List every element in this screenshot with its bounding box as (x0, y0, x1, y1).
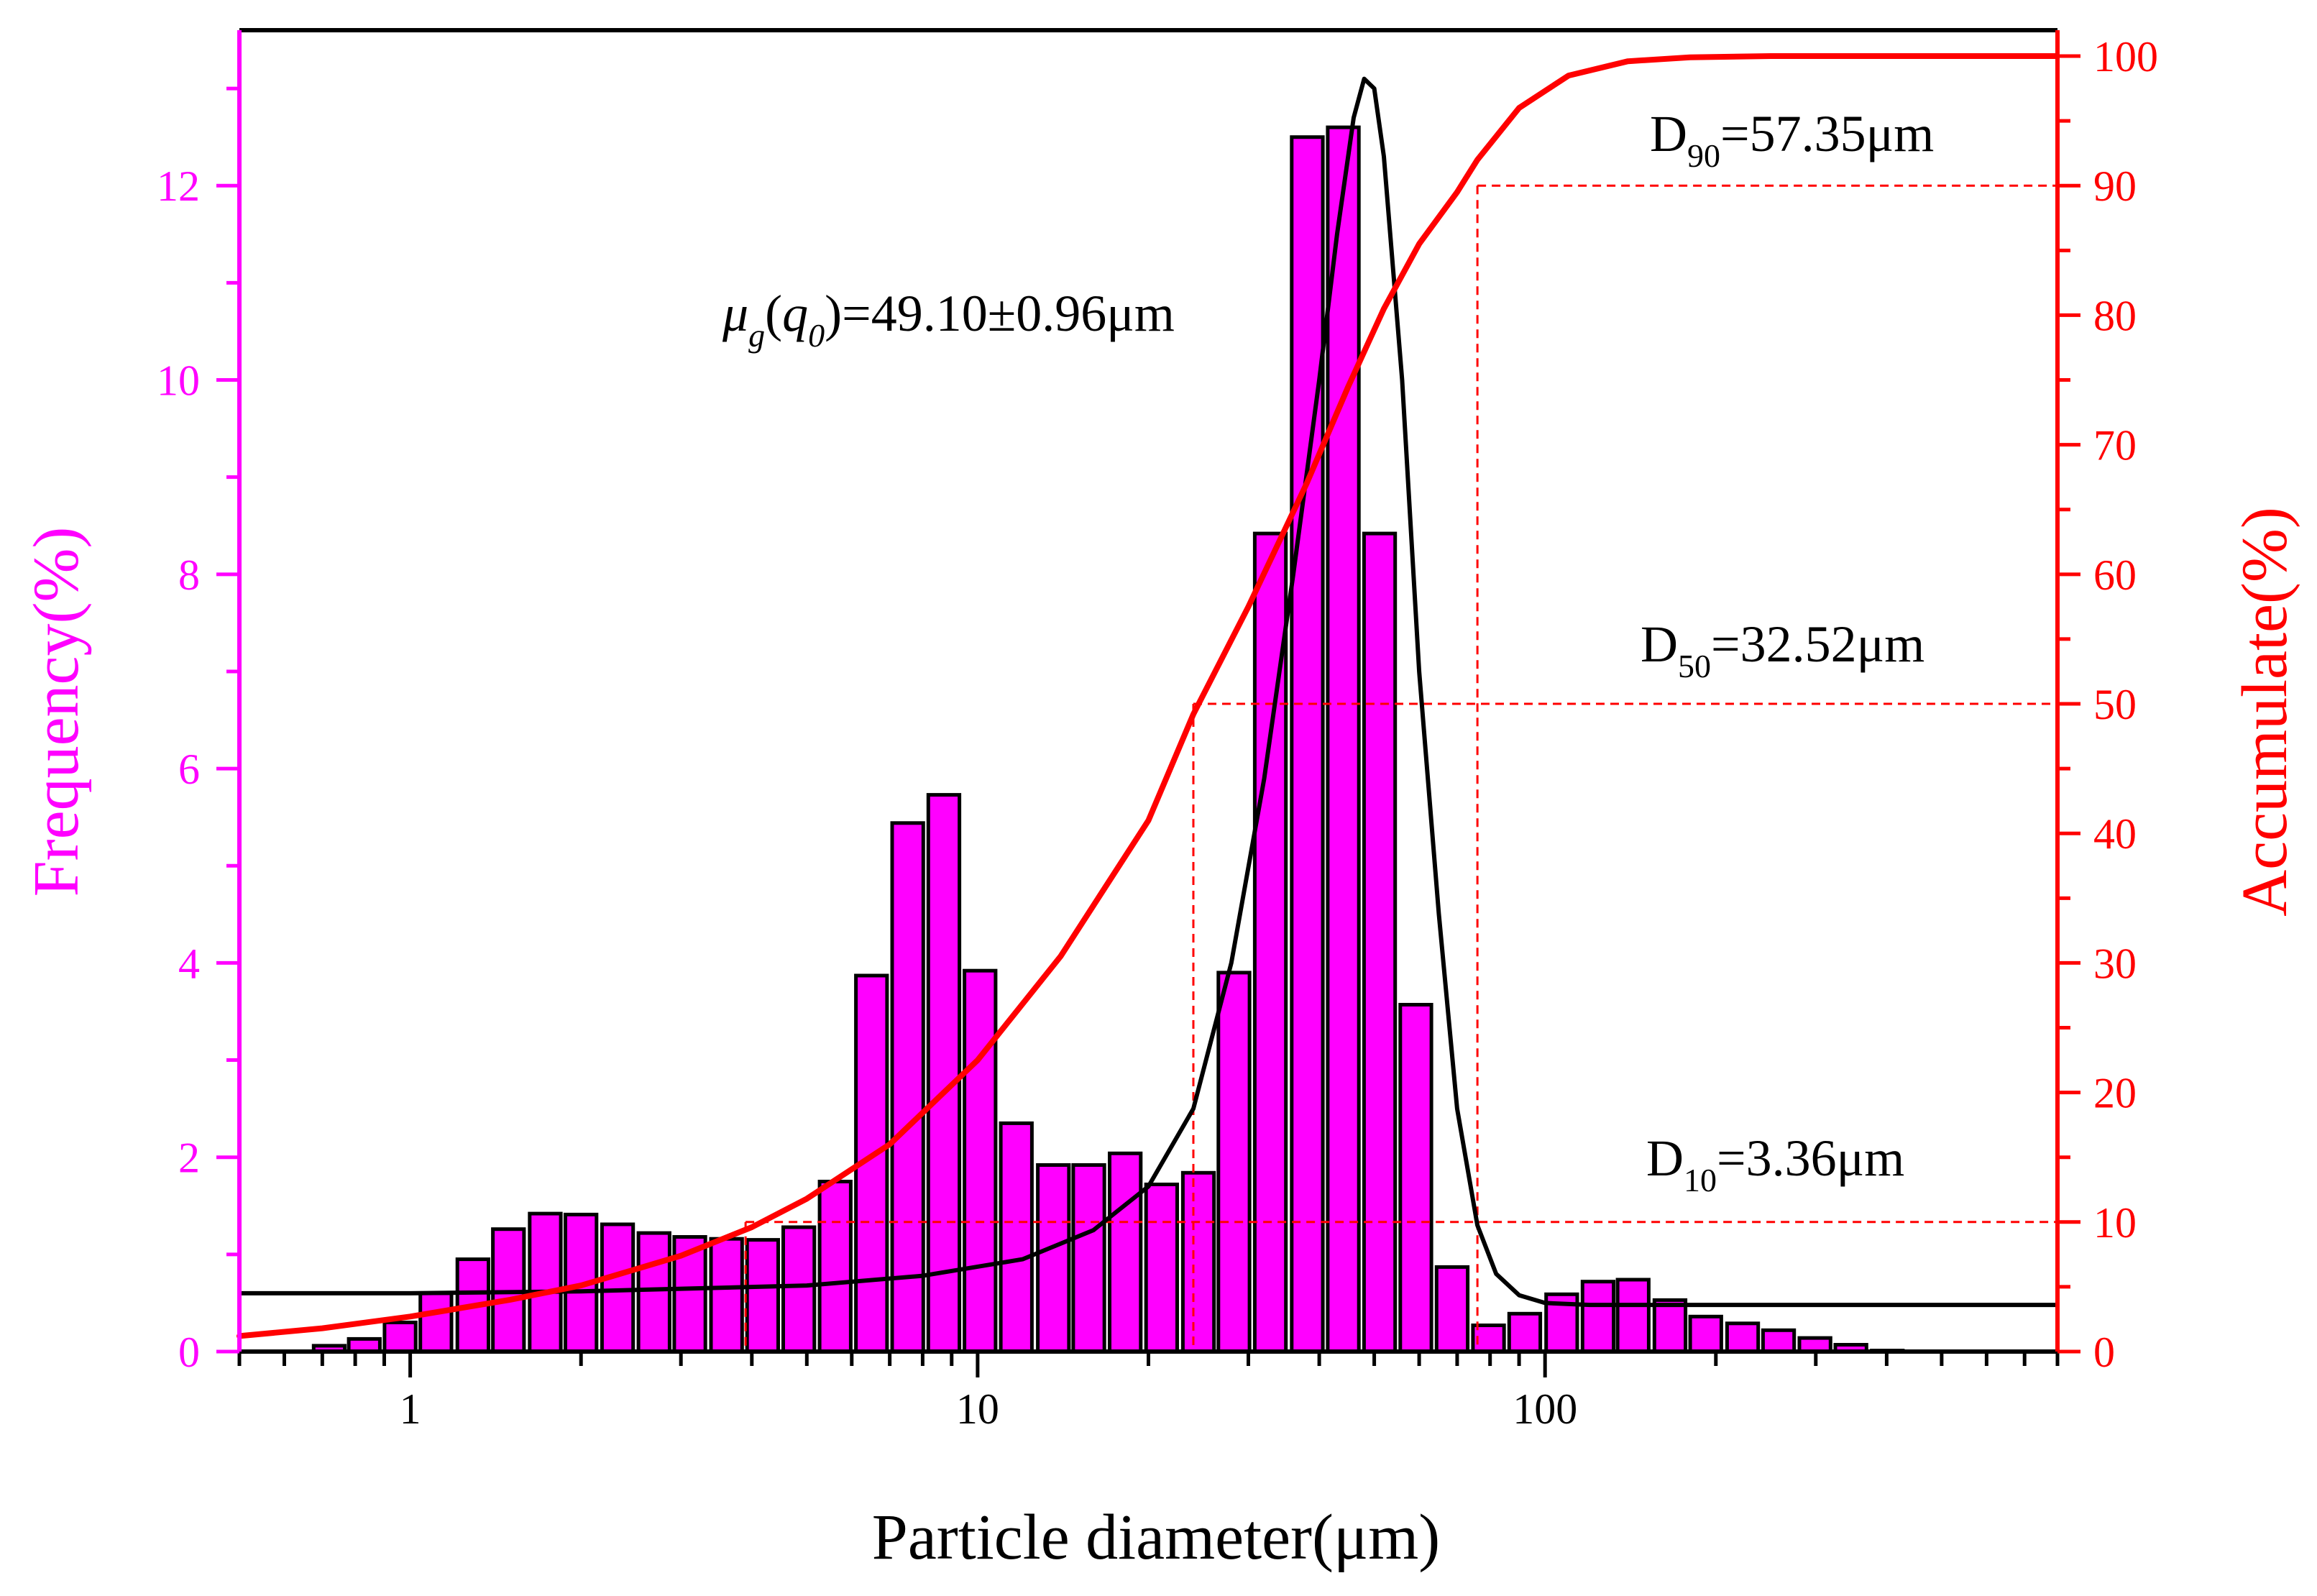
annotation-mu-sub-0: 0 (808, 317, 825, 354)
annotation-d50-main: D (1641, 615, 1678, 673)
x-tick-label: 1 (400, 1385, 421, 1433)
annotation-mu-fit: μg(q0)=49.10±0.96μm (722, 285, 1175, 354)
y-left-tick-label: 4 (178, 940, 200, 987)
frequency-bar (817, 1180, 853, 1354)
annotation-mu-symbol: μ (722, 285, 748, 342)
annotation-d10-main: D (1646, 1129, 1684, 1187)
y-left-tick-label: 12 (157, 162, 200, 210)
frequency-bar (1144, 1183, 1179, 1354)
frequency-bar (1434, 1265, 1470, 1354)
annotation-mu-paren: ( (765, 285, 782, 342)
y-right-tick-label: 10 (2093, 1199, 2137, 1247)
frequency-bar (1761, 1328, 1797, 1354)
frequency-bar (1071, 1163, 1106, 1354)
frequency-bar (1725, 1321, 1761, 1354)
frequency-bar (1507, 1311, 1543, 1354)
y-left-tick-label: 2 (178, 1134, 200, 1182)
y-right-tick-label: 70 (2093, 422, 2137, 469)
y-left-tick-label: 6 (178, 746, 200, 793)
annotation-d90-value: =57.35μm (1720, 105, 1934, 162)
y-axis-title-right: Accumulate(%) (2229, 507, 2300, 917)
series-lines (237, 53, 2060, 1339)
x-tick-label: 10 (956, 1385, 999, 1433)
annotation-d50-value: =32.52μm (1711, 615, 1924, 673)
y-right-tick-label: 60 (2093, 551, 2137, 599)
frequency-bar (418, 1291, 454, 1354)
frequency-bar (1615, 1278, 1651, 1354)
annotation-mu-sub-g: g (748, 317, 765, 354)
y-right-tick-label: 20 (2093, 1070, 2137, 1117)
y-left-tick-label: 8 (178, 551, 200, 599)
frequency-bar (999, 1121, 1034, 1354)
frequency-bar (1326, 125, 1361, 1354)
frequency-bar (1180, 1170, 1216, 1354)
annotation-d10-value: =3.36μm (1717, 1129, 1904, 1187)
frequency-bar (1688, 1314, 1723, 1354)
frequency-bar (926, 793, 962, 1354)
frequency-bar (890, 821, 925, 1354)
y-right-tick-label: 50 (2093, 681, 2137, 728)
annotation-mu-q: q (782, 285, 808, 342)
y-right-tick-label: 100 (2093, 33, 2158, 81)
frequency-bar (636, 1231, 671, 1354)
annotation-d10: D10=3.36μm (1646, 1129, 1904, 1198)
frequency-bar (1216, 971, 1252, 1354)
frequency-bar (1036, 1163, 1071, 1354)
y-left-tick-label: 10 (157, 357, 200, 405)
frequency-bar (781, 1225, 817, 1354)
annotation-d90-sub: 90 (1687, 137, 1720, 174)
x-axis-title: Particle diameter(μm) (872, 1502, 1440, 1573)
y-right-tick-label: 40 (2093, 810, 2137, 858)
frequency-bar (1362, 531, 1398, 1354)
frequency-bar (382, 1321, 418, 1354)
annotation-d10-sub: 10 (1684, 1162, 1717, 1198)
frequency-bar (709, 1237, 744, 1354)
y-right-tick-label: 80 (2093, 292, 2137, 339)
frequency-bar (1398, 1003, 1433, 1354)
annotation-d50-sub: 50 (1678, 648, 1711, 684)
frequency-bar (745, 1238, 780, 1354)
y-axis-title-left: Frequency(%) (21, 527, 92, 897)
reference-guides (744, 184, 2057, 1352)
frequency-bar (963, 968, 998, 1354)
annotation-d90: D90=57.35μm (1650, 105, 1934, 174)
annotation-d50: D50=32.52μm (1641, 615, 1924, 684)
accumulate-curve (237, 53, 2060, 1339)
y-right-tick-label: 30 (2093, 940, 2137, 987)
frequency-bar (1580, 1280, 1616, 1354)
y-right-tick-label: 90 (2093, 162, 2137, 210)
x-tick-label: 100 (1513, 1385, 1577, 1433)
y-left-tick-label: 0 (178, 1329, 200, 1376)
frequency-bar (1652, 1298, 1688, 1354)
annotation-d90-main: D (1650, 105, 1687, 162)
y-right-tick-label: 0 (2093, 1329, 2115, 1376)
frequency-bar (528, 1211, 563, 1354)
lognormal-fit-curve (237, 76, 2060, 1308)
frequency-bar (1290, 135, 1325, 1354)
annotation-mu-value: )=49.10±0.96μm (825, 285, 1175, 342)
frequency-bar (1108, 1151, 1143, 1354)
